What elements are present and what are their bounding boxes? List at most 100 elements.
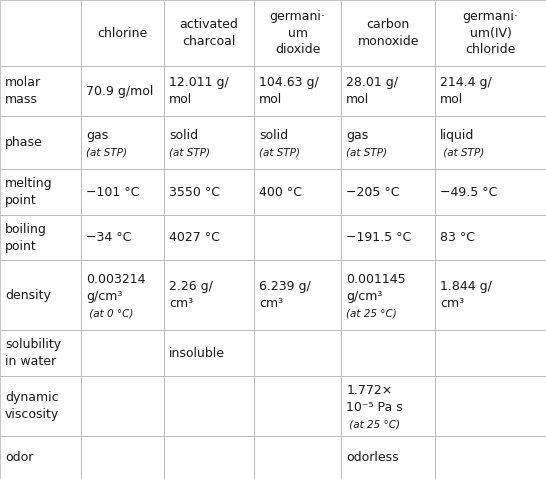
Bar	[254, 215, 341, 261]
Bar	[164, 331, 254, 376]
Bar	[164, 436, 254, 479]
Text: (at STP): (at STP)	[346, 148, 387, 158]
Bar	[81, 215, 164, 261]
Text: 3550 °C: 3550 °C	[169, 185, 220, 198]
Bar	[435, 261, 546, 331]
Text: germani·: germani·	[462, 10, 519, 23]
Text: liquid: liquid	[440, 129, 474, 142]
Text: 2.26 g/: 2.26 g/	[169, 281, 213, 294]
Text: dioxide: dioxide	[275, 44, 321, 57]
Text: gas: gas	[86, 129, 108, 142]
Text: cm³: cm³	[440, 297, 464, 310]
Text: um(IV): um(IV)	[470, 27, 512, 40]
Text: 1.772×: 1.772×	[346, 384, 393, 397]
Bar	[435, 0, 546, 66]
Bar	[341, 0, 435, 66]
Bar	[164, 0, 254, 66]
Text: −191.5 °C: −191.5 °C	[346, 231, 412, 244]
Text: −49.5 °C: −49.5 °C	[440, 185, 497, 198]
Text: (at STP): (at STP)	[86, 148, 127, 158]
Text: 4027 °C: 4027 °C	[169, 231, 219, 244]
Bar	[164, 215, 254, 261]
Bar	[0, 436, 81, 479]
Bar	[341, 66, 435, 116]
Text: (at STP): (at STP)	[259, 148, 300, 158]
Text: (at STP): (at STP)	[169, 148, 210, 158]
Text: solid: solid	[259, 129, 288, 142]
Bar	[0, 215, 81, 261]
Text: odor: odor	[5, 451, 33, 464]
Text: 83 °C: 83 °C	[440, 231, 475, 244]
Text: chlorine: chlorine	[97, 27, 147, 40]
Bar	[164, 66, 254, 116]
Text: melting: melting	[5, 177, 52, 190]
Bar	[164, 261, 254, 331]
Text: 104.63 g/: 104.63 g/	[259, 76, 319, 89]
Text: 0.001145: 0.001145	[346, 274, 406, 286]
Text: odorless: odorless	[346, 451, 399, 464]
Bar	[81, 376, 164, 436]
Bar	[341, 116, 435, 169]
Bar	[0, 376, 81, 436]
Text: (at 0 °C): (at 0 °C)	[86, 308, 133, 319]
Text: cm³: cm³	[259, 297, 283, 310]
Text: mol: mol	[346, 93, 370, 106]
Bar	[435, 331, 546, 376]
Bar	[254, 436, 341, 479]
Bar	[435, 116, 546, 169]
Text: chloride: chloride	[465, 44, 516, 57]
Bar	[81, 66, 164, 116]
Text: 1.844 g/: 1.844 g/	[440, 281, 492, 294]
Text: mol: mol	[259, 93, 282, 106]
Bar	[341, 436, 435, 479]
Text: dynamic: dynamic	[5, 391, 58, 404]
Bar	[341, 331, 435, 376]
Text: (at 25 °C): (at 25 °C)	[346, 420, 400, 430]
Text: −205 °C: −205 °C	[346, 185, 400, 198]
Text: 10⁻⁵ Pa s: 10⁻⁵ Pa s	[346, 401, 403, 414]
Bar	[81, 436, 164, 479]
Bar	[81, 331, 164, 376]
Text: 0.003214: 0.003214	[86, 274, 145, 286]
Bar	[435, 376, 546, 436]
Bar	[435, 169, 546, 215]
Text: 28.01 g/: 28.01 g/	[346, 76, 398, 89]
Bar	[0, 0, 81, 66]
Text: mol: mol	[169, 93, 192, 106]
Text: (at 25 °C): (at 25 °C)	[346, 308, 397, 319]
Bar	[81, 169, 164, 215]
Bar	[341, 169, 435, 215]
Bar	[435, 66, 546, 116]
Bar	[254, 66, 341, 116]
Bar	[254, 169, 341, 215]
Text: boiling: boiling	[5, 223, 47, 236]
Bar	[0, 169, 81, 215]
Text: charcoal: charcoal	[182, 35, 235, 48]
Text: viscosity: viscosity	[5, 408, 60, 421]
Bar	[164, 169, 254, 215]
Bar	[81, 116, 164, 169]
Bar	[435, 436, 546, 479]
Text: carbon: carbon	[366, 18, 410, 31]
Bar	[164, 376, 254, 436]
Text: 400 °C: 400 °C	[259, 185, 302, 198]
Bar	[254, 0, 341, 66]
Text: in water: in water	[5, 355, 56, 368]
Text: solid: solid	[169, 129, 198, 142]
Text: 6.239 g/: 6.239 g/	[259, 281, 311, 294]
Text: 70.9 g/mol: 70.9 g/mol	[86, 85, 153, 98]
Text: um: um	[288, 27, 307, 40]
Text: insoluble: insoluble	[169, 347, 225, 360]
Text: monoxide: monoxide	[358, 35, 419, 48]
Bar	[254, 261, 341, 331]
Text: cm³: cm³	[169, 297, 193, 310]
Bar	[0, 66, 81, 116]
Text: 214.4 g/: 214.4 g/	[440, 76, 492, 89]
Text: gas: gas	[346, 129, 369, 142]
Bar	[81, 261, 164, 331]
Text: point: point	[5, 194, 37, 207]
Bar	[0, 261, 81, 331]
Bar	[164, 116, 254, 169]
Text: germani·: germani·	[270, 10, 325, 23]
Text: (at STP): (at STP)	[440, 148, 484, 158]
